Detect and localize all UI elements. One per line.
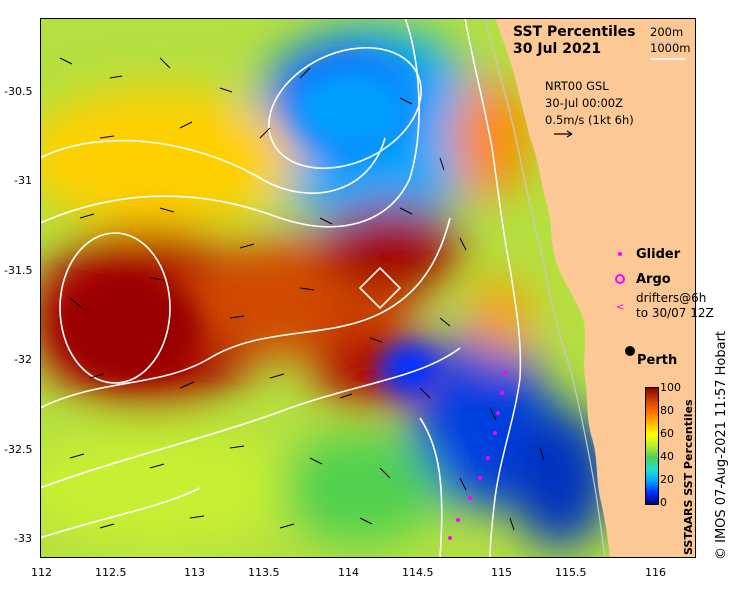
credit-line: © IMOS 07-Aug-2021 11:57 Hobart xyxy=(714,330,729,560)
y-tick-6: -33 xyxy=(14,532,32,545)
x-tick-3: 113 xyxy=(184,566,205,579)
x-tick-6: 114.5 xyxy=(402,566,434,579)
y-tick-3: -31.5 xyxy=(4,264,33,277)
x-tick-9: 116 xyxy=(645,566,666,579)
city-label-perth: Perth xyxy=(637,353,678,368)
y-tick-2: -31 xyxy=(14,174,32,187)
colorbar-tick-60: 60 xyxy=(660,427,674,440)
argo-glyph xyxy=(615,274,625,284)
x-tick-2: 112.5 xyxy=(95,566,127,579)
x-tick-8: 115.5 xyxy=(555,566,587,579)
glider-track xyxy=(448,371,507,540)
depth-label-200m: 200m xyxy=(650,25,684,39)
map-title: SST Percentiles xyxy=(513,24,636,40)
colorbar-tick-20: 20 xyxy=(660,473,674,486)
legend-drifters-2: to 30/07 12Z xyxy=(636,306,714,320)
glider-glyph xyxy=(618,252,622,256)
colorbar-tick-40: 40 xyxy=(660,450,674,463)
colorbar-tick-100: 100 xyxy=(660,381,681,394)
colorbar-title: SSTAARS SST Percentiles xyxy=(682,399,695,556)
current-time: 30-Jul 00:00Z xyxy=(545,96,623,110)
drifter-glyph: < xyxy=(616,302,624,313)
y-tick-1: -30.5 xyxy=(4,85,33,98)
depth-label-1000m: 1000m xyxy=(650,41,691,55)
colorbar-tick-0: 0 xyxy=(660,496,667,509)
colorbar xyxy=(645,387,659,505)
legend-argo: Argo xyxy=(636,272,671,287)
current-vectors xyxy=(59,57,545,531)
x-tick-1: 112 xyxy=(31,566,52,579)
perth-marker xyxy=(625,346,635,356)
y-tick-4: -32 xyxy=(14,353,32,366)
contour-1000m xyxy=(464,18,522,558)
map-date: 30 Jul 2021 xyxy=(513,41,602,57)
x-tick-4: 113.5 xyxy=(248,566,280,579)
sst-map: < xyxy=(40,18,696,558)
contour-200m xyxy=(484,18,606,558)
legend-glider: Glider xyxy=(636,247,681,262)
x-tick-5: 114 xyxy=(338,566,359,579)
vector-scale-label: 0.5m/s (1kt 6h) xyxy=(545,113,634,127)
colorbar-tick-80: 80 xyxy=(660,404,674,417)
legend-drifters-1: drifters@6h xyxy=(636,291,707,305)
vector-scale-arrow xyxy=(554,130,573,138)
current-product: NRT00 GSL xyxy=(545,79,609,93)
y-tick-5: -32.5 xyxy=(4,443,33,456)
x-tick-7: 115 xyxy=(491,566,512,579)
